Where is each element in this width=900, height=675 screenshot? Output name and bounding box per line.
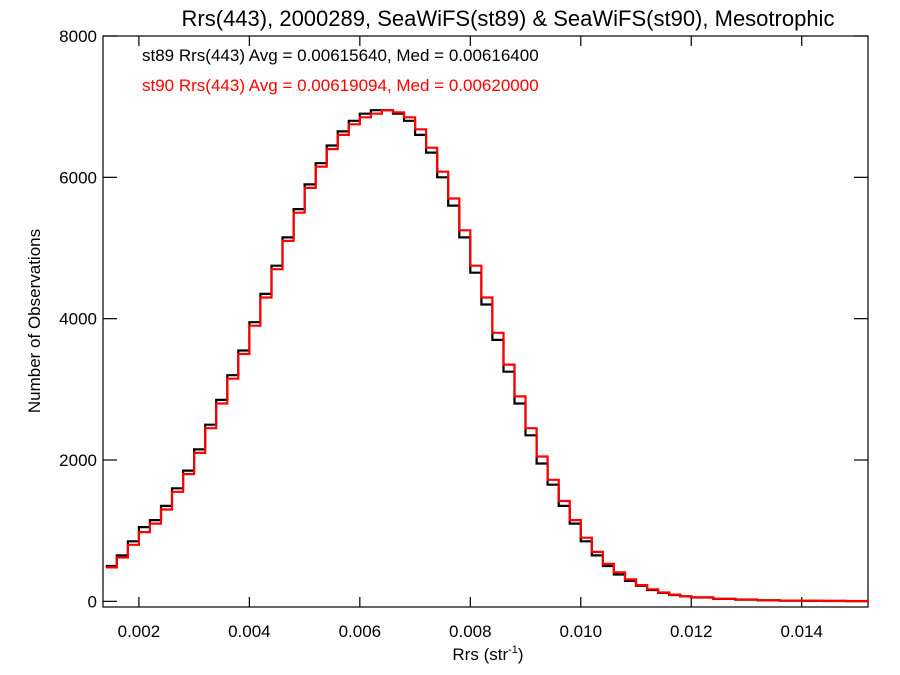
x-axis-label-superscript: -1	[508, 644, 518, 656]
x-tick-label: 0.002	[118, 622, 161, 641]
x-axis-label-main: Rrs (str	[452, 645, 508, 664]
y-axis-label: Number of Observations	[25, 229, 44, 413]
x-tick-label: 0.010	[560, 622, 603, 641]
y-tick-label: 4000	[59, 310, 97, 329]
plot-border	[102, 35, 869, 608]
y-tick-label: 8000	[59, 27, 97, 46]
legend-entry-st90: st90 Rrs(443) Avg = 0.00619094, Med = 0.…	[142, 76, 539, 95]
x-tick-label: 0.014	[780, 622, 823, 641]
legend-entry-st89: st89 Rrs(443) Avg = 0.00615640, Med = 0.…	[142, 46, 539, 65]
x-axis-label-suffix: )	[518, 645, 524, 664]
series-line-st90	[105, 109, 870, 603]
x-tick-label: 0.004	[228, 622, 271, 641]
chart-title: Rrs(443), 2000289, SeaWiFS(st89) & SeaWi…	[182, 6, 835, 31]
x-tick-label: 0.006	[339, 622, 382, 641]
y-tick-label: 0	[88, 592, 97, 611]
x-axis-label: Rrs (str-1)	[452, 644, 523, 664]
y-axis: 0 2000 4000 6000 8000	[59, 27, 868, 611]
series-line-st89	[105, 109, 868, 603]
x-tick-label: 0.012	[670, 622, 713, 641]
x-tick-label: 0.008	[449, 622, 492, 641]
plot-frame	[102, 35, 869, 608]
x-axis: 0.002 0.004 0.006 0.008 0.010 0.012 0.014	[118, 36, 823, 641]
y-tick-label: 6000	[59, 168, 97, 187]
series-layer	[105, 109, 870, 603]
y-tick-label: 2000	[59, 451, 97, 470]
